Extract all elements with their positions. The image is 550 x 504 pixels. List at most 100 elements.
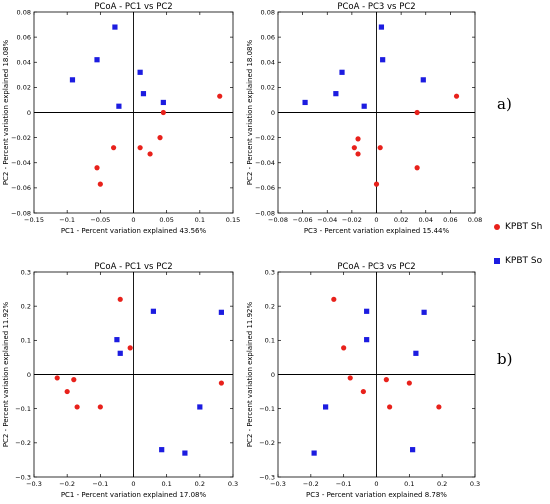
chart-panel-1: −0.15 −0.1 −0.05 0 0.05 0.1 0.15 −0.08 −0.06 −0.0…: [2, 2, 240, 235]
data-point-kpbt-so: [339, 69, 345, 75]
y-tick-label: −0.08: [255, 209, 275, 217]
y-tick-label: 0.02: [261, 84, 275, 92]
y-tick-label: 0.08: [261, 8, 275, 16]
data-point-kpbt-sh: [377, 145, 383, 151]
y-tick-label: 0.2: [265, 302, 275, 310]
data-point-kpbt-sh: [414, 165, 420, 171]
chart-title: PCoA - PC1 vs PC2: [94, 262, 172, 272]
x-axis-label: PC1 - Percent variation explained 17.08%: [61, 491, 207, 499]
x-tick-label: −0.1: [59, 216, 75, 224]
x-tick-label: 0: [374, 480, 378, 488]
x-tick-label: 0: [131, 480, 135, 488]
legend-label: KPBT So: [505, 256, 543, 266]
y-tick-label: −0.1: [15, 405, 31, 413]
data-point-kpbt-so: [380, 57, 386, 63]
data-point-kpbt-so: [421, 309, 427, 315]
y-tick-label: −0.3: [15, 473, 31, 481]
y-tick-label: −0.2: [15, 439, 31, 447]
y-tick-label: −0.2: [259, 439, 275, 447]
x-tick-label: −0.1: [336, 480, 352, 488]
x-tick-label: 0.06: [443, 216, 457, 224]
data-point-kpbt-sh: [355, 136, 361, 142]
y-tick-label: −0.08: [11, 209, 31, 217]
chart-title: PCoA - PC3 vs PC2: [337, 262, 415, 272]
y-tick-label: −0.02: [11, 134, 31, 142]
y-tick-label: 0.06: [17, 33, 31, 41]
data-point-kpbt-sh: [387, 404, 393, 410]
data-point-kpbt-sh: [137, 145, 143, 151]
data-point-kpbt-sh: [341, 345, 347, 351]
legend: KPBT Sh KPBT So: [494, 222, 550, 282]
data-point-kpbt-so: [361, 103, 367, 109]
data-point-kpbt-so: [364, 337, 370, 343]
data-point-kpbt-sh: [436, 404, 442, 410]
chart-panel-2: −0.08 −0.06 −0.04 −0.02 0 0.02 0.04 0.06 0.08 −0.…: [246, 2, 482, 235]
x-axis-label: PC3 - Percent variation explained 8.78%: [306, 491, 447, 499]
data-point-kpbt-sh: [406, 380, 412, 386]
x-tick-label: 0.1: [404, 480, 414, 488]
data-point-kpbt-sh: [453, 93, 460, 99]
y-tick-label: 0.02: [17, 84, 31, 92]
x-tick-label: 0.2: [437, 480, 447, 488]
data-point-kpbt-so: [117, 350, 123, 356]
data-point-kpbt-sh: [71, 377, 77, 383]
y-tick-label: 0.08: [17, 8, 31, 16]
data-point-kpbt-sh: [347, 375, 353, 381]
data-point-kpbt-sh: [97, 181, 103, 187]
panel-label-b: b): [497, 350, 513, 368]
x-axis-label: PC1 - Percent variation explained 43.56%: [61, 227, 207, 235]
y-axis-label: PC2 - Percent variation explained 18.08%: [246, 39, 254, 185]
y-tick-label: 0.3: [265, 268, 275, 276]
x-tick-label: −0.06: [293, 216, 313, 224]
x-tick-label: 0.2: [195, 480, 205, 488]
data-point-kpbt-so: [137, 69, 143, 75]
y-tick-label: 0.06: [261, 33, 275, 41]
x-tick-label: −0.02: [342, 216, 362, 224]
y-tick-label: 0.3: [21, 268, 31, 276]
x-tick-label: −0.1: [92, 480, 108, 488]
data-point-kpbt-so: [420, 77, 426, 83]
data-point-kpbt-sh: [355, 151, 361, 157]
data-point-kpbt-so: [413, 350, 419, 356]
data-point-kpbt-sh: [160, 109, 166, 116]
data-point-kpbt-so: [94, 57, 100, 63]
x-tick-label: −0.3: [270, 480, 286, 488]
y-axis-label: PC2 - Percent variation explained 11.92%: [2, 301, 10, 447]
y-tick-label: −0.3: [259, 473, 275, 481]
data-point-kpbt-so: [182, 450, 188, 456]
x-tick-label: −0.04: [317, 216, 337, 224]
data-point-kpbt-sh: [157, 135, 163, 141]
data-point-kpbt-so: [140, 91, 147, 97]
chart-title: PCoA - PC1 vs PC2: [94, 2, 172, 12]
data-point-kpbt-sh: [331, 296, 337, 302]
data-point-kpbt-sh: [64, 388, 70, 395]
y-tick-label: 0.1: [21, 337, 31, 345]
x-tick-label: 0: [131, 216, 135, 224]
x-tick-label: 0.04: [419, 216, 433, 224]
data-point-kpbt-so: [159, 447, 165, 453]
data-point-kpbt-sh: [373, 181, 380, 187]
x-tick-label: 0.05: [159, 216, 173, 224]
legend-item-kpbt-sh: KPBT Sh: [494, 222, 542, 232]
data-point-kpbt-so: [112, 24, 118, 30]
data-point-kpbt-sh: [54, 375, 60, 381]
data-point-kpbt-so: [218, 309, 224, 315]
data-point-kpbt-so: [378, 24, 385, 30]
data-point-kpbt-sh: [94, 165, 100, 171]
data-point-kpbt-so: [410, 447, 416, 453]
x-tick-label: 0.15: [226, 216, 240, 224]
data-point-kpbt-so: [333, 91, 339, 97]
data-point-kpbt-so: [197, 404, 203, 410]
y-tick-label: −0.04: [11, 159, 31, 167]
data-point-kpbt-sh: [117, 296, 123, 302]
y-tick-label: 0: [271, 109, 275, 117]
legend-label: KPBT Sh: [505, 222, 543, 232]
chart-panel-4: −0.3 −0.2 −0.1 0 0.1 0.2 0.3 −0.3 −0.2 −0.1 0 0.1 0.…: [246, 262, 480, 499]
data-point-kpbt-so: [69, 77, 76, 83]
y-tick-label: −0.04: [255, 159, 275, 167]
data-point-kpbt-so: [302, 99, 308, 106]
x-tick-label: −0.05: [90, 216, 110, 224]
data-point-kpbt-so: [160, 99, 166, 106]
x-tick-label: −0.08: [268, 216, 288, 224]
